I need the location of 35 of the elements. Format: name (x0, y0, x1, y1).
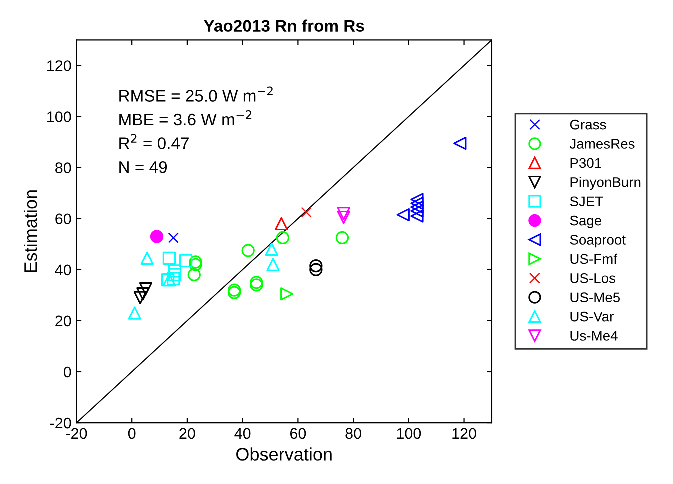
legend-label: US-Me5 (570, 292, 620, 303)
legend-label: SJET (570, 196, 604, 207)
legend-label: Grass (570, 120, 606, 130)
y-tick-label: 0 (64, 366, 72, 378)
y-tick-label: 20 (56, 316, 72, 327)
x-tick-label: -20 (66, 428, 88, 440)
legend-label: US-Fmf (570, 254, 618, 264)
legend-label: Soaproot (570, 235, 626, 248)
legend-label: US-Var (570, 312, 614, 322)
legend-label: P301 (570, 158, 602, 168)
y-axis-title: Estimation (24, 190, 38, 272)
legend-label: US-Los (570, 273, 616, 284)
x-axis-title: Observation (236, 448, 332, 461)
annotation: R$^{2}$ = 0.47 (120, 134, 189, 150)
y-tick-label: 80 (56, 162, 72, 174)
chart-title: Yao2013 Rn from Rs (204, 20, 364, 32)
x-tick-label: 80 (346, 428, 362, 440)
x-tick-label: 100 (397, 428, 422, 440)
annotation: MBE = 3.6 W m$^{−2}$ (120, 110, 252, 126)
y-tick-label: 60 (56, 214, 72, 225)
annotation: N = 49 (120, 161, 168, 174)
y-tick-label: 40 (55, 264, 72, 276)
x-tick-label: 60 (290, 428, 306, 440)
x-tick-label: 0 (128, 428, 136, 440)
annotation: RMSE = 25.0 W m$^{−2}$ (120, 86, 273, 102)
x-tick-label: 120 (452, 428, 476, 440)
y-tick-label: 100 (48, 112, 72, 122)
y-tick-label: -20 (50, 418, 72, 429)
y-tick-label: 120 (48, 60, 72, 72)
x-tick-label: 20 (180, 428, 196, 440)
legend-label: PinyonBurn (570, 177, 641, 190)
legend-label: Sage (570, 216, 602, 228)
x-tick-label: 40 (234, 428, 251, 440)
legend-label: JamesRes (570, 139, 635, 149)
legend-label: Us-Me4 (570, 331, 618, 341)
